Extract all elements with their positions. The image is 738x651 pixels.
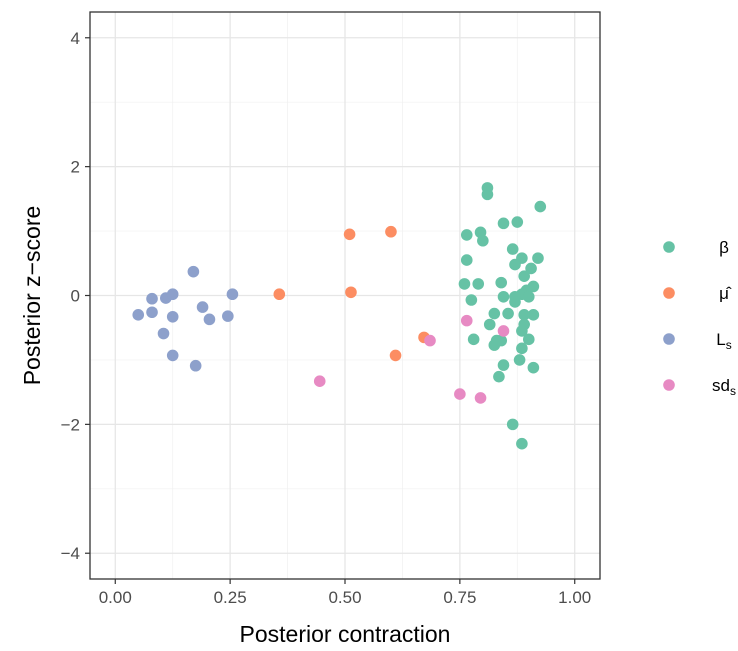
data-point	[474, 392, 487, 404]
legend-key	[663, 241, 675, 253]
data-point	[509, 258, 521, 271]
data-point	[527, 309, 540, 321]
y-tick-label: −4	[61, 544, 80, 563]
data-point	[481, 188, 494, 201]
data-point	[497, 217, 510, 230]
data-point	[488, 307, 501, 320]
y-tick-label: −2	[61, 415, 80, 434]
data-point	[146, 292, 158, 305]
data-point	[511, 216, 524, 228]
data-point	[343, 228, 356, 241]
data-point	[516, 342, 528, 355]
data-point	[527, 361, 540, 374]
data-point	[506, 418, 519, 431]
data-point	[458, 278, 471, 290]
data-points	[132, 182, 547, 450]
data-point	[189, 359, 202, 372]
axis-ticks: 0.00 0.25 0.50 0.75 1.00 −4 −2 0 2 4	[61, 29, 592, 607]
data-point	[488, 339, 501, 351]
data-point	[532, 252, 544, 264]
data-point	[424, 334, 436, 347]
data-point	[477, 234, 489, 247]
legend-key	[663, 379, 675, 391]
data-point	[222, 310, 234, 322]
data-point	[483, 318, 496, 331]
y-tick-label: 0	[71, 287, 80, 306]
data-point	[497, 359, 510, 371]
data-point	[497, 325, 510, 337]
data-point	[493, 370, 505, 383]
legend-item: μ̂	[663, 284, 732, 303]
data-point	[497, 290, 510, 303]
data-point	[467, 333, 480, 346]
x-axis-title: Posterior contraction	[240, 621, 451, 647]
y-tick-label: 2	[71, 158, 80, 177]
data-point	[522, 333, 535, 346]
data-point	[465, 294, 478, 306]
series-0-points	[458, 182, 547, 450]
y-axis-title: Posterior z−score	[19, 206, 45, 386]
y-tick-label: 4	[71, 29, 80, 48]
data-point	[506, 243, 519, 255]
data-point	[534, 200, 547, 213]
data-point	[203, 313, 216, 326]
data-point	[525, 262, 537, 275]
data-point	[226, 288, 239, 301]
x-tick-label: 0.75	[443, 588, 476, 607]
legend-key	[663, 287, 675, 299]
data-point	[509, 296, 521, 308]
x-tick-label: 1.00	[558, 588, 591, 607]
data-point	[460, 254, 473, 266]
data-point	[273, 288, 286, 301]
legend-item: Ls	[663, 330, 732, 352]
data-point	[513, 354, 526, 366]
x-tick-label: 0.25	[214, 588, 247, 607]
data-point	[132, 309, 145, 321]
data-point	[389, 349, 402, 362]
data-point	[196, 301, 209, 313]
data-point	[345, 286, 357, 299]
data-point	[166, 349, 179, 362]
data-point	[157, 327, 170, 340]
legend-label: Ls	[716, 330, 731, 352]
legend-label: β	[719, 238, 729, 257]
data-point	[454, 388, 466, 400]
data-point	[495, 276, 508, 289]
data-point	[187, 265, 200, 278]
data-point	[166, 288, 179, 301]
series-2-points	[132, 265, 239, 372]
data-point	[502, 307, 514, 320]
legend-label: μ̂	[719, 284, 732, 303]
data-point	[516, 437, 528, 450]
data-point	[146, 306, 158, 319]
data-point	[518, 309, 530, 321]
data-point	[385, 225, 397, 238]
legend-item: sds	[663, 376, 736, 398]
data-point	[472, 278, 485, 290]
data-point	[460, 229, 473, 241]
legend-label: sds	[712, 376, 736, 398]
legend-key	[663, 333, 675, 345]
legend: β μ̂ Ls sds	[663, 238, 736, 398]
data-point	[516, 325, 528, 337]
data-point	[522, 290, 535, 303]
x-tick-label: 0.50	[328, 588, 361, 607]
data-point	[518, 270, 530, 282]
legend-item: β	[663, 238, 729, 257]
x-tick-label: 0.00	[99, 588, 132, 607]
data-point	[313, 375, 326, 387]
series-3-points	[313, 314, 510, 404]
data-point	[166, 310, 179, 323]
data-point	[460, 314, 473, 327]
